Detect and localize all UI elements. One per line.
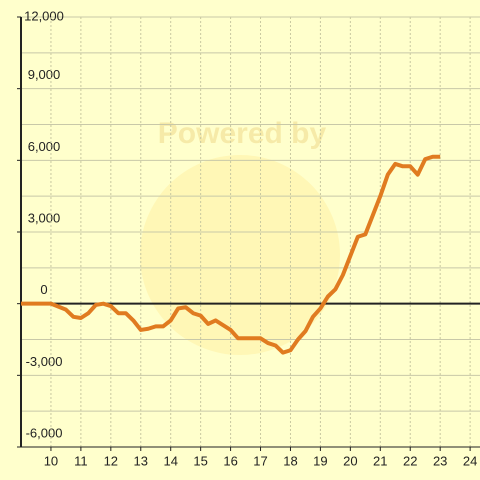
series-line bbox=[21, 154, 441, 355]
x-tick-label: 10 bbox=[44, 453, 58, 468]
y-tick-label: -3,000 bbox=[26, 354, 63, 369]
x-tick-label: 18 bbox=[283, 453, 297, 468]
x-tick-label: 16 bbox=[223, 453, 237, 468]
y-tick-label: -6,000 bbox=[26, 425, 63, 440]
x-tick-label: 19 bbox=[313, 453, 327, 468]
x-tick-label: 23 bbox=[433, 453, 447, 468]
x-tick-label: 11 bbox=[74, 453, 88, 468]
x-tick-label: 13 bbox=[134, 453, 148, 468]
y-tick-label: 12,000 bbox=[24, 8, 64, 23]
x-tick-label: 24 bbox=[463, 453, 477, 468]
x-tick-label: 12 bbox=[104, 453, 118, 468]
x-tick-label: 15 bbox=[193, 453, 207, 468]
y-tick-label: 6,000 bbox=[28, 139, 61, 154]
watermark: Powered by bbox=[158, 117, 327, 150]
x-tick-label: 17 bbox=[253, 453, 267, 468]
y-tick-label: 3,000 bbox=[28, 210, 61, 225]
x-tick-label: 14 bbox=[163, 453, 177, 468]
x-tick-label: 21 bbox=[373, 453, 387, 468]
y-tick-label: 9,000 bbox=[28, 67, 61, 82]
x-tick-label: 20 bbox=[343, 453, 357, 468]
y-tick-label: 0 bbox=[40, 282, 47, 297]
x-tick-label: 22 bbox=[403, 453, 417, 468]
